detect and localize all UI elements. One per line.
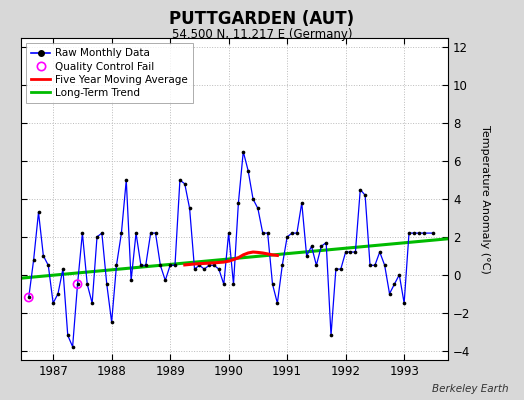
Point (181, 181, 189, 187)
Point (264, 230, 272, 236)
Point (44, 262, 52, 268)
Point (151, 230, 160, 236)
Point (107, 319, 116, 325)
Point (190, 266, 199, 272)
Point (156, 262, 165, 268)
Point (234, 200, 243, 206)
Point (176, 177, 184, 183)
Point (83, 281, 91, 288)
Point (25, 294, 33, 301)
Point (258, 230, 267, 236)
Point (141, 262, 150, 268)
Point (327, 332, 335, 338)
Text: Berkeley Earth: Berkeley Earth (432, 384, 508, 394)
Point (103, 281, 111, 288)
Point (25, 294, 33, 301)
Point (205, 262, 213, 268)
Point (73, 281, 82, 288)
Point (220, 281, 228, 288)
Point (63, 332, 72, 338)
Point (239, 148, 247, 155)
Point (166, 262, 174, 268)
Point (195, 262, 204, 268)
Point (429, 230, 438, 236)
Point (93, 234, 101, 240)
Point (268, 281, 277, 288)
Point (230, 281, 238, 288)
Point (147, 230, 155, 236)
Point (419, 230, 428, 236)
Point (356, 186, 365, 193)
Point (49, 300, 57, 306)
Point (298, 200, 306, 206)
Point (210, 262, 218, 268)
Point (39, 253, 48, 259)
Point (137, 262, 145, 268)
Point (78, 230, 86, 236)
Point (288, 230, 296, 236)
Text: 54.500 N, 11.217 E (Germany): 54.500 N, 11.217 E (Germany) (172, 28, 352, 41)
Point (336, 266, 345, 272)
Point (278, 262, 287, 268)
Point (249, 196, 257, 202)
Point (117, 230, 126, 236)
Point (215, 266, 223, 272)
Point (54, 290, 62, 297)
Point (127, 277, 135, 284)
Point (322, 239, 330, 246)
Point (200, 266, 209, 272)
Point (132, 230, 140, 236)
Point (273, 300, 281, 306)
Point (317, 243, 325, 250)
Point (351, 249, 359, 255)
Point (34, 209, 42, 216)
Point (414, 230, 423, 236)
Point (69, 344, 77, 350)
Point (185, 205, 194, 212)
Point (400, 300, 408, 306)
Point (293, 230, 301, 236)
Point (73, 281, 82, 288)
Legend: Raw Monthly Data, Quality Control Fail, Five Year Moving Average, Long-Term Tren: Raw Monthly Data, Quality Control Fail, … (26, 43, 193, 103)
Point (405, 230, 413, 236)
Point (366, 262, 374, 268)
Point (370, 262, 379, 268)
Point (332, 266, 340, 272)
Point (342, 249, 350, 255)
Point (346, 249, 355, 255)
Point (390, 281, 399, 288)
Point (361, 192, 369, 198)
Point (395, 272, 403, 278)
Point (224, 230, 233, 236)
Point (380, 262, 389, 268)
Point (308, 243, 316, 250)
Point (88, 300, 96, 306)
Point (283, 234, 291, 240)
Point (244, 167, 253, 174)
Point (376, 249, 384, 255)
Point (59, 266, 67, 272)
Point (161, 277, 169, 284)
Point (29, 256, 38, 263)
Point (112, 262, 121, 268)
Point (122, 177, 130, 183)
Text: PUTTGARDEN (AUT): PUTTGARDEN (AUT) (169, 10, 355, 28)
Point (254, 205, 262, 212)
Point (302, 253, 311, 259)
Point (171, 262, 179, 268)
Y-axis label: Temperature Anomaly (°C): Temperature Anomaly (°C) (479, 125, 490, 273)
Point (385, 290, 394, 297)
Point (97, 230, 106, 236)
Point (312, 262, 321, 268)
Point (410, 230, 418, 236)
